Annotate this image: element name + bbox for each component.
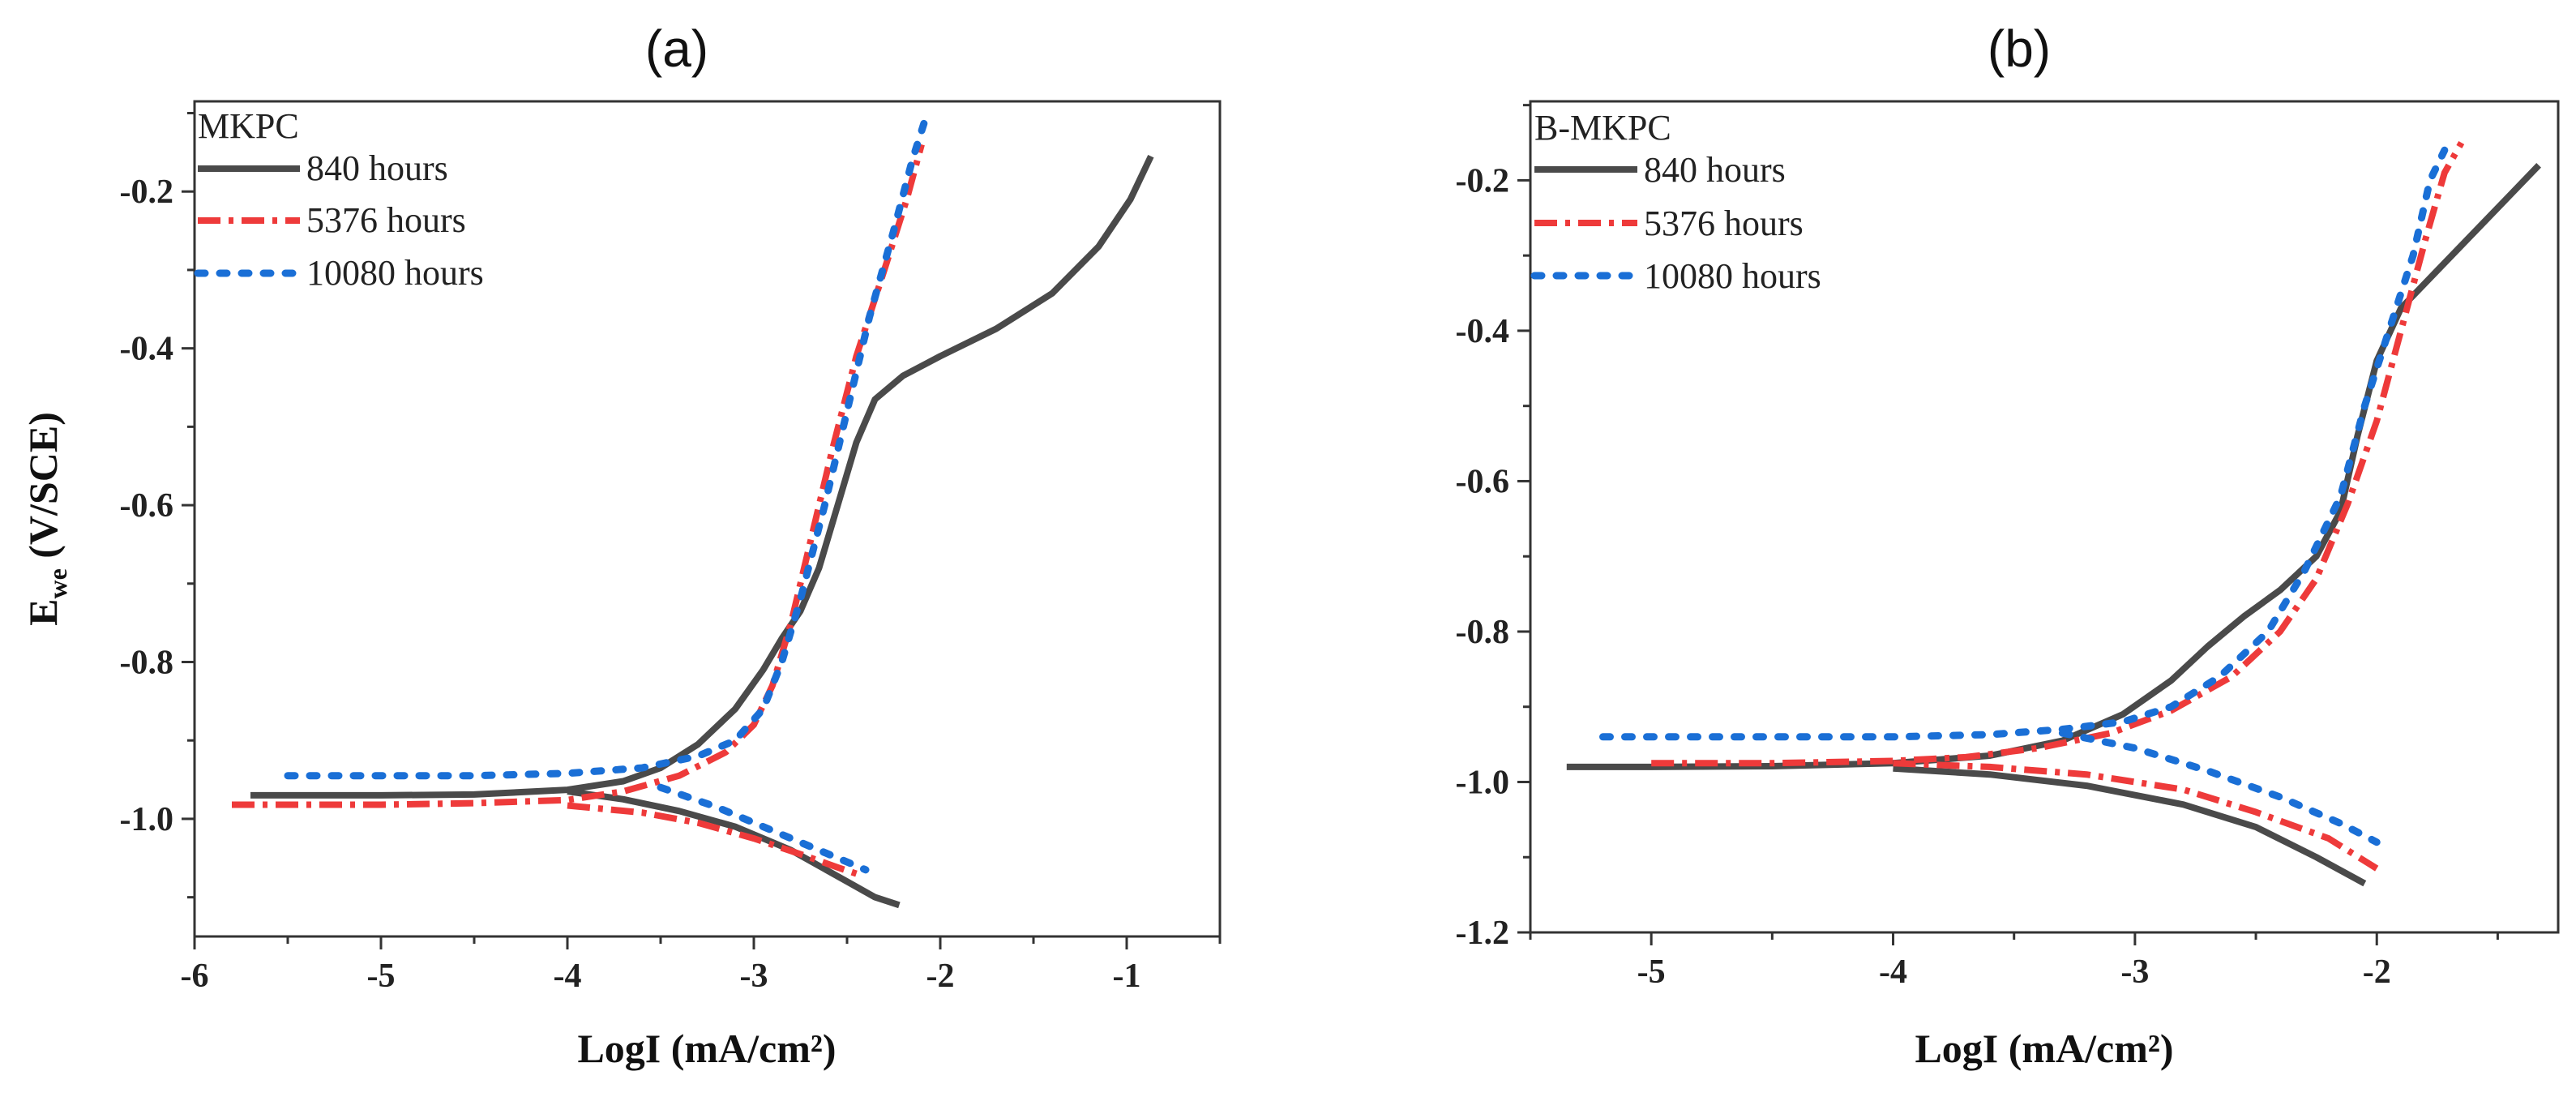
panel-b-series-line-3: [1893, 760, 2379, 872]
panel-a-series-line-2: [232, 144, 925, 808]
panel-b-legend-label-840: 840 hours: [1644, 150, 1786, 190]
panel-a-x-tick-label-1: -5: [367, 958, 396, 995]
panel-a-y-tick-label-3: -0.4: [120, 331, 174, 368]
panel-b-x-axis-label: LogI (mA/cm²): [1915, 1026, 2173, 1071]
panel-a-x-axis-label: LogI (mA/cm²): [577, 1026, 836, 1071]
panel-b-legend-title: B-MKPC: [1534, 108, 1671, 148]
panel-a-series-group: [232, 109, 1154, 909]
panel-a-series-line-0: [250, 154, 1154, 799]
panel-a-legend-label-10080: 10080 hours: [306, 253, 484, 293]
panel-b-y-tick-label-3: -0.6: [1456, 463, 1510, 500]
panel-b-x-tick-label-3: -2: [2363, 953, 2391, 991]
panel-a-title: (a): [645, 19, 708, 78]
panel-a-legend-label-840: 840 hours: [306, 148, 448, 188]
panel-b-y-tick-label-4: -0.4: [1456, 313, 1510, 350]
panel-b-x-tick-label-0: -5: [1637, 953, 1666, 991]
panel-b-series-line-2: [1651, 141, 2465, 767]
panel-a-axes: -6 -5 -4 -3 -2 -1 -1.0 -0.8 -0.6 -0.4 -0.2: [120, 112, 1222, 995]
panel-a-plot-frame: [193, 100, 1222, 938]
panel-a-x-tick-label-5: -1: [1113, 958, 1141, 995]
panel-a-legend-title: MKPC: [198, 106, 299, 146]
panel-a-y-tick-label-1: -0.8: [120, 645, 174, 682]
panel-b-y-tick-label-2: -0.8: [1456, 614, 1510, 651]
panel-b-y-tick-label-0: -1.2: [1456, 915, 1510, 952]
panel-b-title: (b): [1988, 19, 2051, 78]
panel-a-x-tick-label-4: -2: [926, 958, 955, 995]
panel-a-series-line-1: [567, 788, 901, 909]
panel-a-series-line-5: [657, 783, 870, 874]
panel-a-legend: MKPC 840 hours 5376 hours 10080 hours: [194, 106, 484, 293]
panel-b-axes: -5 -4 -3 -2 -1.2 -1.0 -0.8 -0.6 -0.4 -0.2: [1456, 104, 2499, 991]
panel-b-y-tick-label-5: -0.2: [1456, 162, 1510, 199]
panel-b-series-group: [1566, 141, 2541, 887]
panel-a-y-tick-label-0: -1.0: [120, 801, 174, 838]
panel-b-plot-frame: [1529, 100, 2560, 934]
panel-a-legend-label-5376: 5376 hours: [306, 200, 466, 240]
panel-a-x-tick-label-2: -4: [554, 958, 582, 995]
panel-b-legend-label-10080: 10080 hours: [1644, 256, 1821, 296]
panel-b-series-line-4: [1599, 146, 2449, 741]
panel-b-series-line-1: [1893, 765, 2367, 887]
panel-a-y-tick-label-2: -0.6: [120, 487, 174, 525]
panel-a-series-line-4: [284, 109, 931, 780]
panel-b-x-tick-label-2: -3: [2120, 953, 2149, 991]
panel-b-legend: B-MKPC 840 hours 5376 hours 10080 hours: [1530, 108, 1821, 296]
panel-b-legend-label-5376: 5376 hours: [1644, 204, 1804, 243]
panel-a-y-axis-label: Ewe (V/SCE): [20, 412, 72, 626]
panel-b-x-tick-label-1: -4: [1879, 953, 1907, 991]
panel-a-y-tick-label-4: -0.2: [120, 174, 174, 211]
panel-b: (b) -5 -4 -3 -2 -1.2 -1.0 -0.8 -0.6 -0.4 -0.2 Log…: [1456, 19, 2560, 1071]
panel-a: (a) -6 -5 -4 -3 -2 -1 -1.0 -0.8 -0.6 -0.4 -0.2 Log…: [20, 19, 1222, 1071]
panel-a-x-tick-label-0: -6: [181, 958, 209, 995]
panel-a-series-line-3: [567, 802, 858, 877]
panel-a-x-tick-label-3: -3: [740, 958, 768, 995]
panel-b-y-tick-label-1: -1.0: [1456, 764, 1510, 801]
